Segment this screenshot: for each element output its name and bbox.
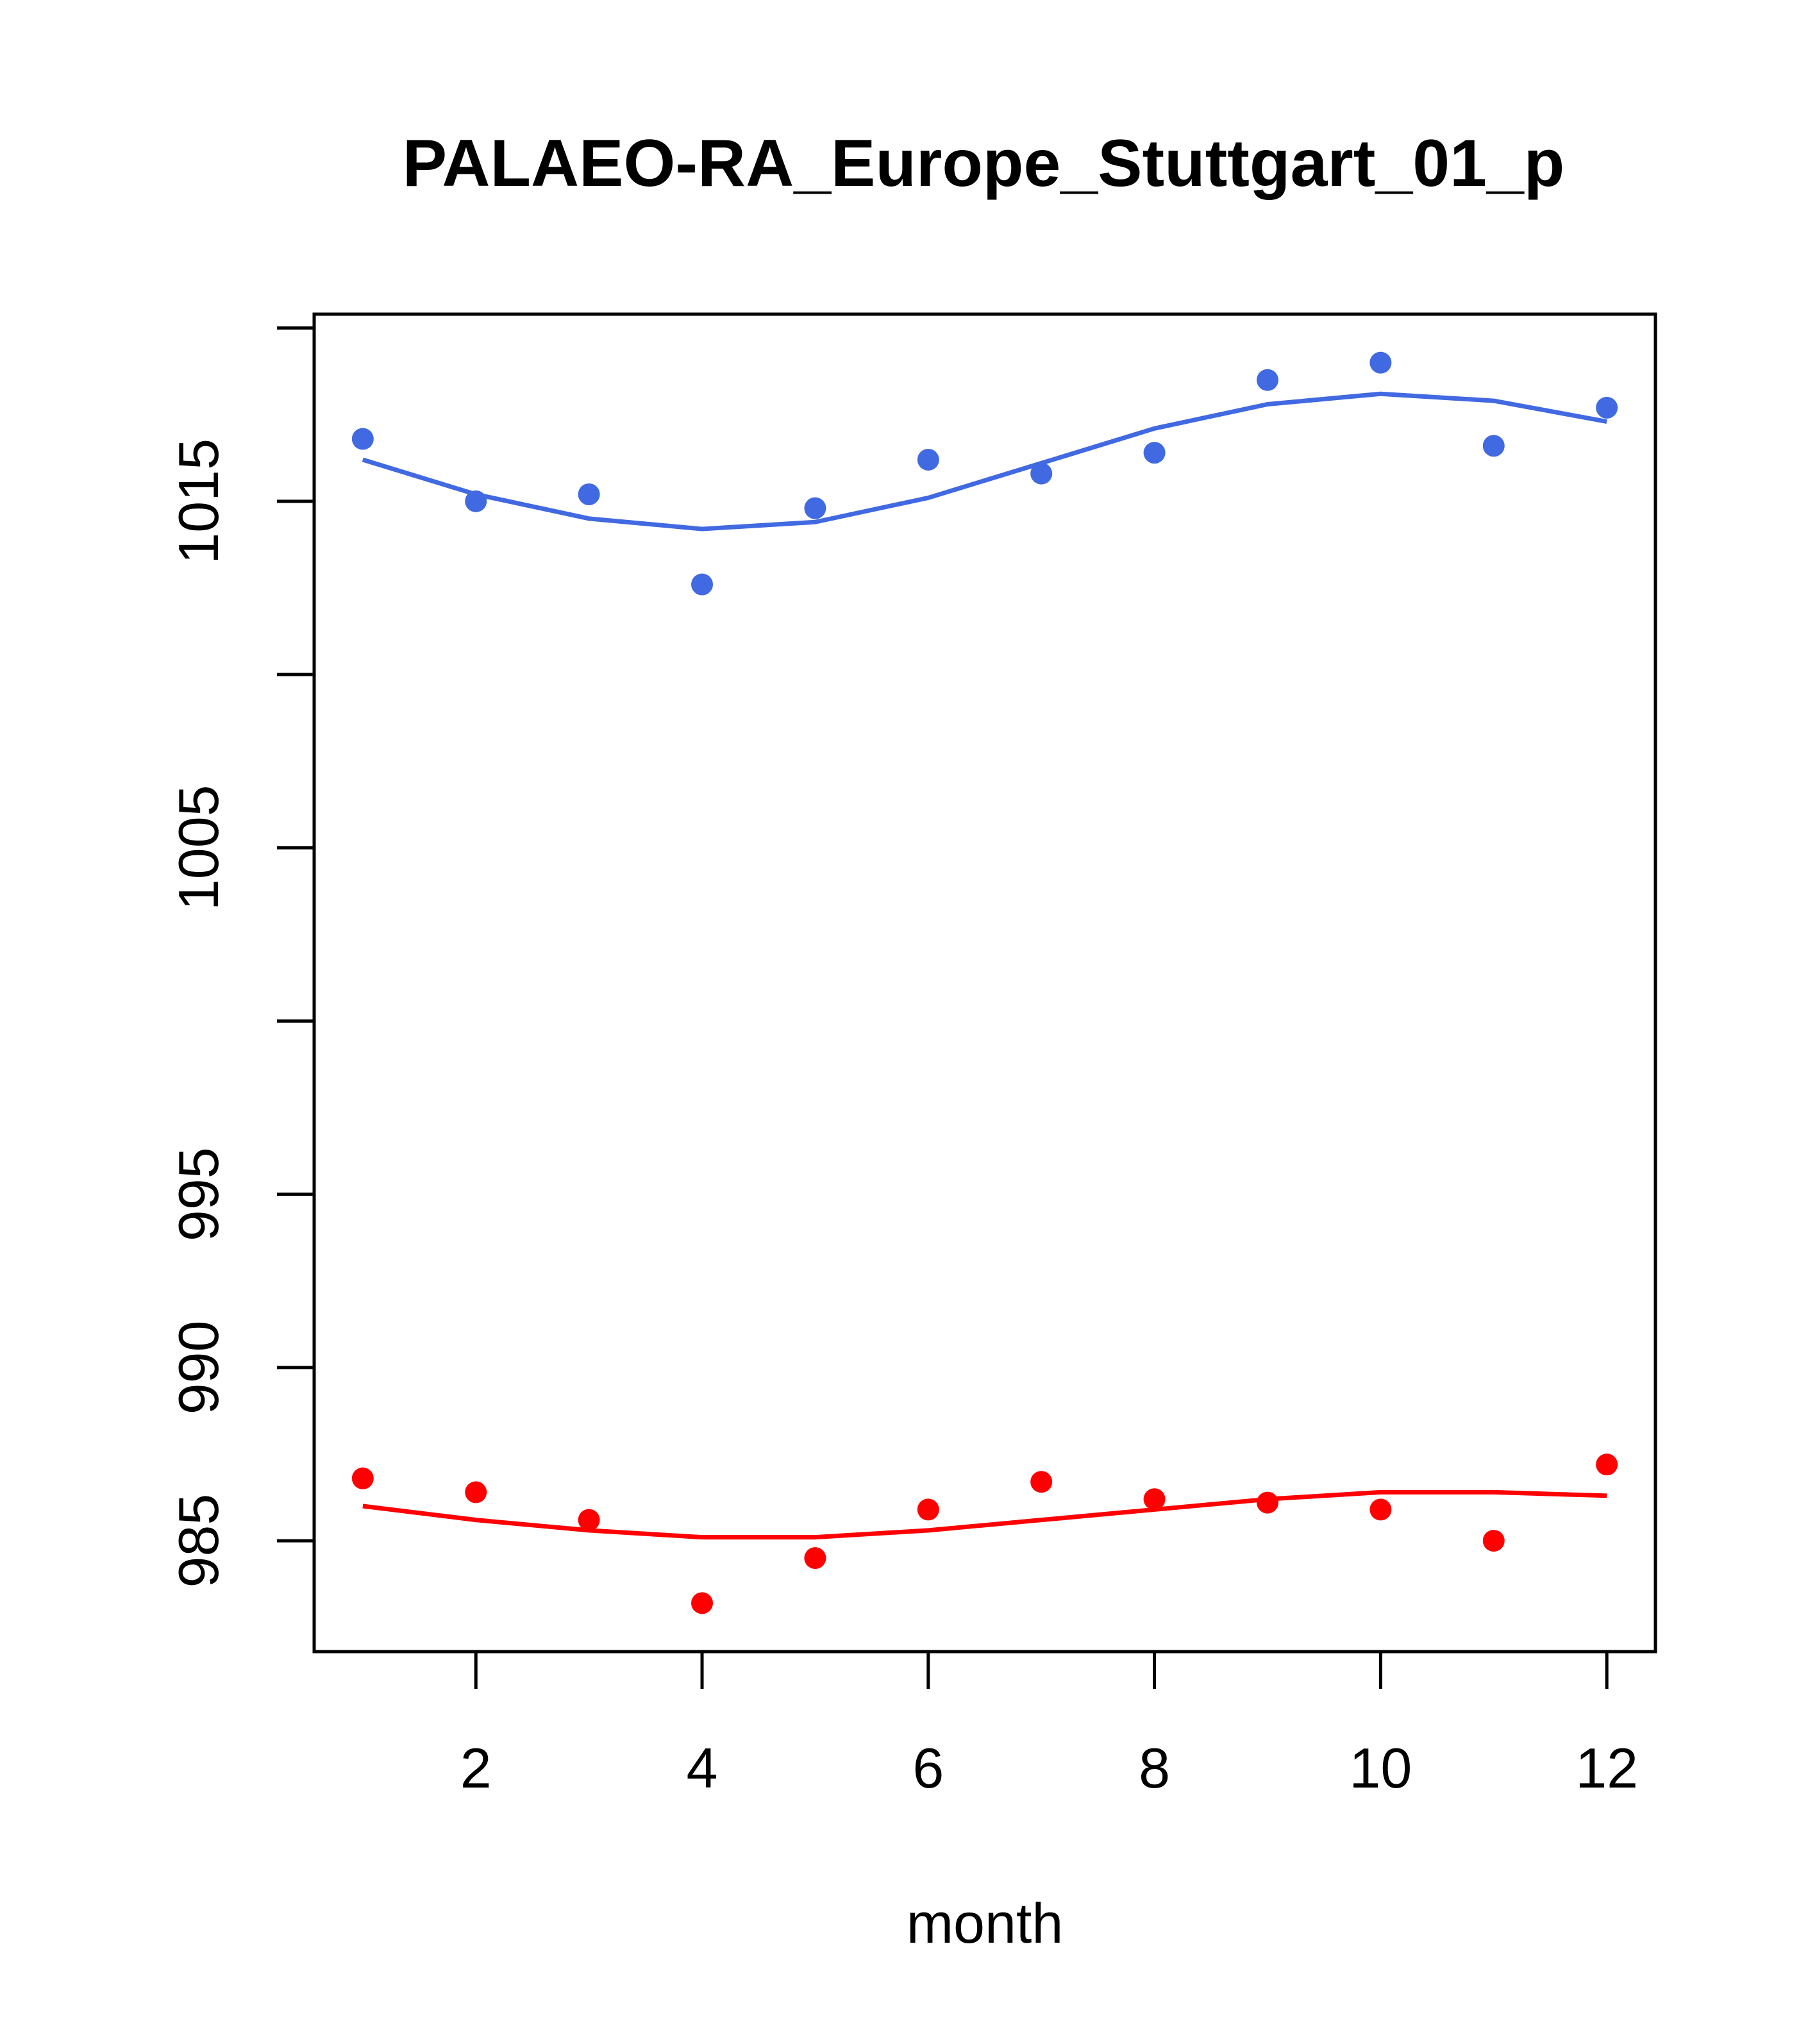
data-point	[465, 1481, 487, 1504]
y-tick-label: 985	[167, 1494, 230, 1588]
data-point	[1256, 1491, 1278, 1514]
x-axis: 2 4 6 8 10 12	[460, 1652, 1638, 1800]
series-fit-line	[362, 1489, 1607, 1540]
y-tick-label: 1015	[167, 439, 230, 564]
data-point	[1143, 1488, 1166, 1511]
data-point	[917, 1498, 939, 1521]
data-point	[804, 497, 826, 519]
data-point	[917, 448, 939, 471]
x-tick-label: 12	[1575, 1736, 1638, 1800]
x-tick-label: 4	[687, 1736, 718, 1800]
chart-title: PALAEO-RA_Europe_Stuttgart_01_p	[403, 126, 1565, 201]
data-point	[351, 1467, 374, 1489]
data-point	[1369, 1498, 1392, 1521]
plot-frame	[312, 312, 1657, 1654]
data-point	[465, 490, 487, 512]
y-axis: 985 990 995 1005 1015	[167, 326, 314, 1588]
data-point	[1482, 1530, 1505, 1552]
data-point	[1596, 396, 1618, 419]
series	[351, 351, 1618, 596]
y-tick-label: 990	[167, 1320, 230, 1414]
y-tick-label: 1005	[167, 785, 230, 910]
data-point	[1030, 1471, 1053, 1493]
data-point	[1369, 351, 1392, 374]
y-tick-label: 995	[167, 1147, 230, 1241]
data-point	[1143, 442, 1166, 464]
series	[351, 1453, 1618, 1614]
data-point	[1256, 369, 1278, 391]
data-point	[1030, 462, 1053, 485]
data-point	[351, 428, 374, 450]
data-point	[804, 1547, 826, 1570]
data-point	[578, 1509, 600, 1531]
x-tick-label: 8	[1139, 1736, 1170, 1800]
x-tick-label: 6	[912, 1736, 944, 1800]
data-point	[691, 1592, 714, 1614]
series-fit-line	[362, 391, 1607, 532]
x-axis-label: month	[907, 1891, 1064, 1955]
series-layer	[351, 351, 1618, 1614]
data-point	[691, 573, 714, 596]
data-point	[1596, 1453, 1618, 1476]
data-point	[1482, 435, 1505, 457]
data-point	[578, 483, 600, 506]
x-tick-label: 2	[460, 1736, 492, 1800]
x-tick-label: 10	[1349, 1736, 1412, 1800]
